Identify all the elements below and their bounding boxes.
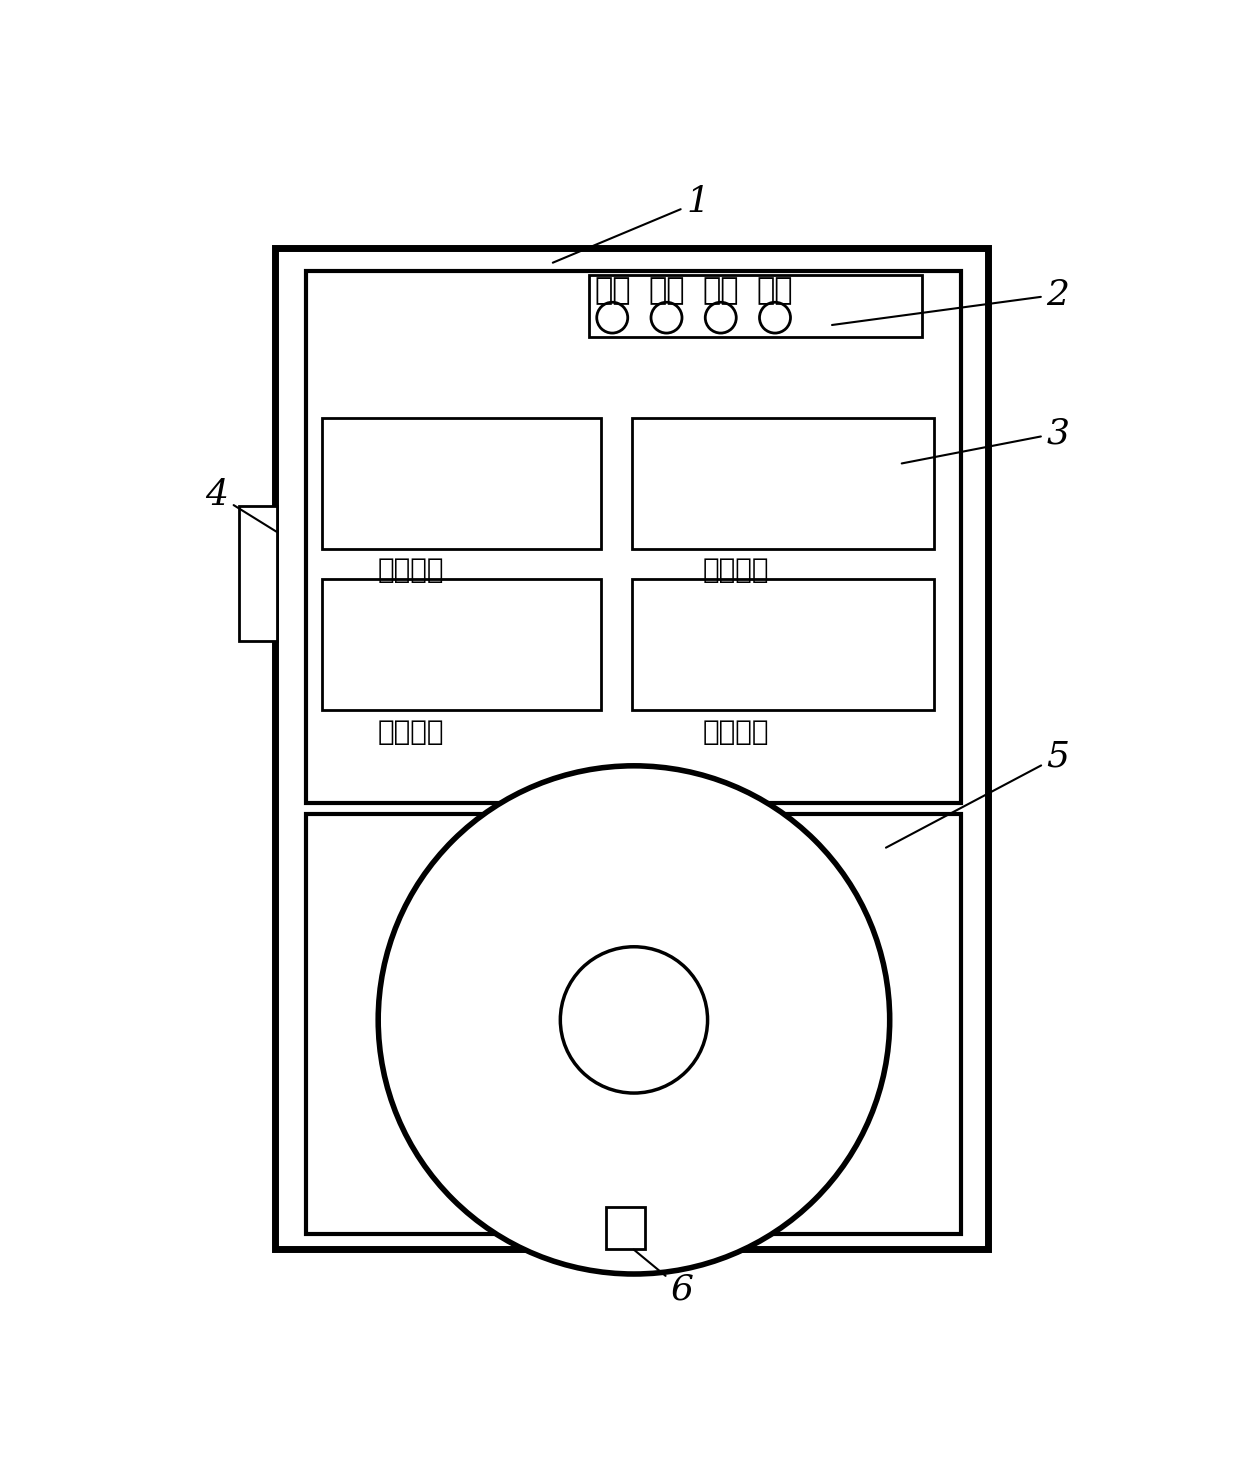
Text: 环境湿度: 环境湿度: [703, 557, 770, 585]
Text: 3: 3: [901, 417, 1069, 464]
Text: 5: 5: [885, 739, 1069, 847]
Bar: [606, 1206, 645, 1249]
Text: 运行: 运行: [756, 277, 794, 305]
Circle shape: [560, 947, 708, 1093]
Text: 4: 4: [206, 477, 277, 532]
Text: 风扇: 风扇: [594, 277, 630, 305]
Text: 2: 2: [832, 277, 1069, 326]
Bar: [321, 579, 600, 710]
Text: 环境温度: 环境温度: [703, 717, 770, 745]
Circle shape: [651, 302, 682, 333]
Text: 6: 6: [634, 1249, 693, 1307]
Text: 加热: 加热: [703, 277, 739, 305]
Circle shape: [759, 302, 791, 333]
Text: 露点温度: 露点温度: [377, 717, 444, 745]
Text: 制冷: 制冷: [649, 277, 684, 305]
Bar: [631, 579, 934, 710]
Bar: [275, 249, 988, 1249]
Circle shape: [706, 302, 737, 333]
Bar: [238, 507, 278, 641]
Bar: [306, 271, 961, 803]
Circle shape: [596, 302, 627, 333]
Text: 冷峕温度: 冷峕温度: [377, 557, 444, 585]
Bar: [589, 275, 923, 337]
Bar: [306, 815, 961, 1234]
Circle shape: [378, 766, 890, 1274]
Bar: [321, 418, 600, 548]
Text: 1: 1: [553, 186, 709, 262]
Bar: [631, 418, 934, 548]
